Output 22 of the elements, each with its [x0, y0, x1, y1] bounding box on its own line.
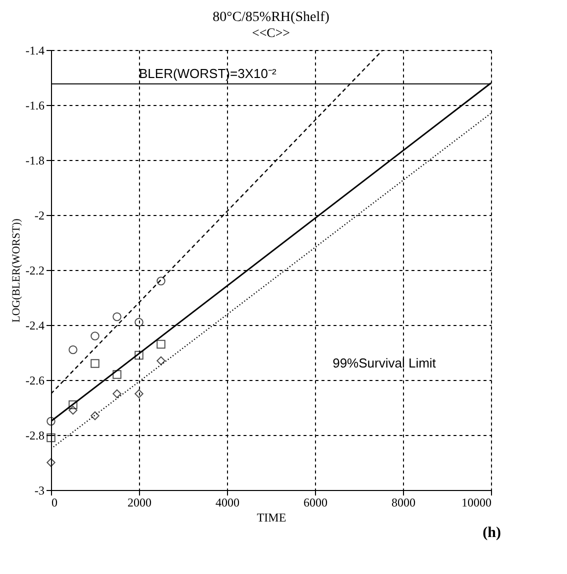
- y-tick-label: -1.6: [26, 98, 44, 112]
- x-tick-label: 2000: [128, 496, 152, 510]
- x-axis-title: TIME: [256, 510, 286, 524]
- y-axis-title: LOG(BLER(WORST)): [10, 218, 23, 322]
- y-tick-label: -2: [34, 208, 44, 222]
- x-tick-label: 4000: [216, 496, 240, 510]
- x-tick-label: 10000: [462, 496, 492, 510]
- x-tick-label: 8000: [392, 496, 416, 510]
- text: (h): [482, 525, 501, 541]
- annotation: 99%Survival Limit: [332, 355, 436, 370]
- chart-subtitle: <<C>>: [252, 25, 290, 40]
- x-tick-label: 0: [52, 496, 58, 510]
- annotation: BLER(WORST)=3X10⁻²: [139, 66, 277, 81]
- y-tick-label: -1.4: [26, 44, 44, 58]
- y-tick-label: -2.2: [26, 264, 44, 278]
- y-tick-label: -1.8: [26, 154, 44, 168]
- y-tick-label: -2.4: [26, 318, 44, 332]
- y-tick-label: -3: [34, 484, 44, 498]
- y-tick-label: -2.6: [26, 374, 44, 388]
- x-tick-label: 6000: [304, 496, 328, 510]
- y-tick-label: -2.8: [26, 428, 44, 442]
- chart-title: 80°C/85%RH(Shelf): [212, 10, 330, 25]
